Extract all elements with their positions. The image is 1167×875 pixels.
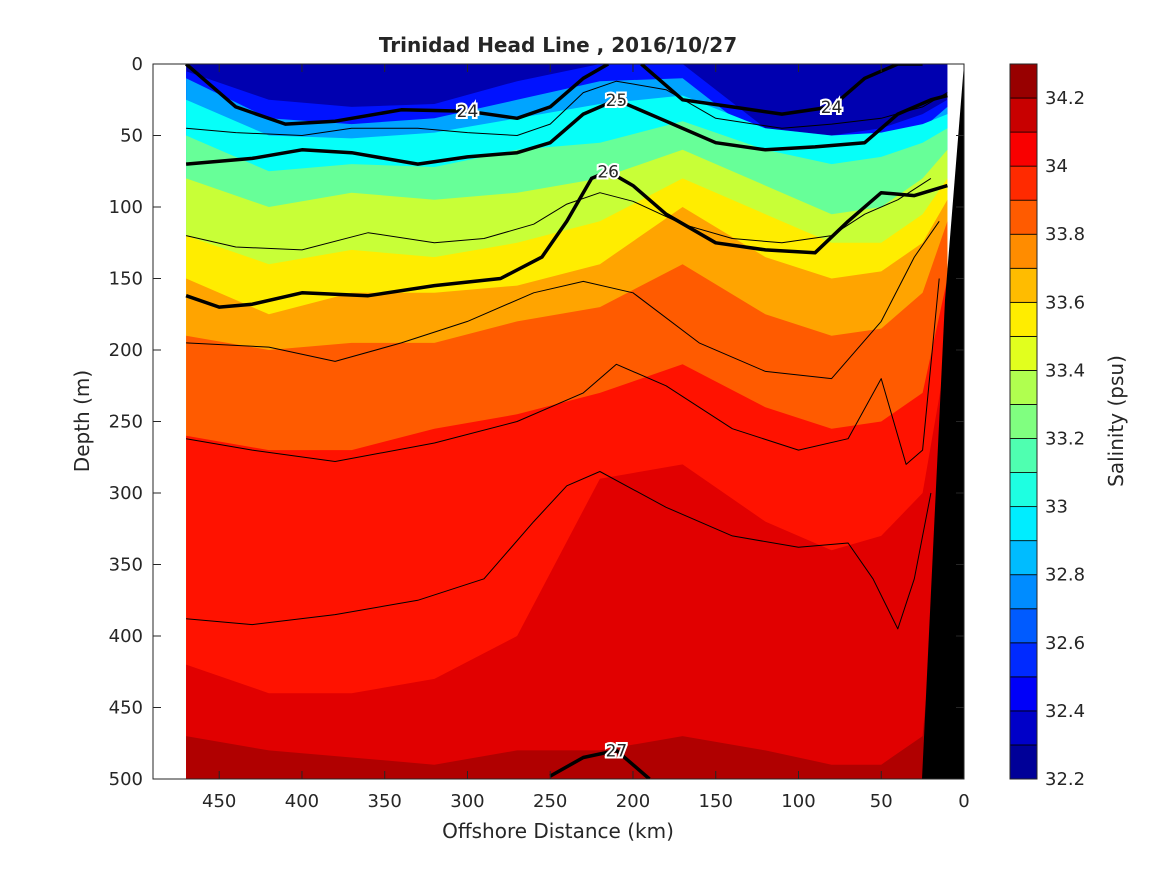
x-tick-label-8: 50 <box>870 791 893 812</box>
colorbar-tick-label-6: 33.4 <box>1045 360 1085 381</box>
seafloor-mask <box>922 64 964 779</box>
x-tick-label-7: 100 <box>781 791 815 812</box>
colorbar-segment-1 <box>1009 710 1038 746</box>
colorbar <box>1009 63 1038 780</box>
colorbar-segment-8 <box>1009 472 1038 508</box>
x-tick-label-6: 150 <box>699 791 733 812</box>
y-tick-label-7: 350 <box>109 555 143 576</box>
x-tick-label-4: 250 <box>533 791 567 812</box>
colorbar-tick-label-8: 33.8 <box>1045 224 1085 245</box>
x-tick-label-3: 300 <box>450 791 484 812</box>
colorbar-tick-label-5: 33.2 <box>1045 429 1085 450</box>
density-contour-4 <box>549 748 651 779</box>
density-contour-9 <box>186 80 948 136</box>
x-tick-label-5: 200 <box>616 791 650 812</box>
density-contour-8 <box>185 177 932 251</box>
colorbar-segment-18 <box>1009 131 1038 167</box>
colorbar-segment-16 <box>1009 199 1038 235</box>
contour-label-4: 27 <box>606 741 628 761</box>
colorbar-tick-label-1: 32.4 <box>1045 701 1085 722</box>
y-tick-label-0: 0 <box>132 54 143 75</box>
plot-area: 24 24 25 26 27 <box>153 64 964 779</box>
x-tick-label-1: 400 <box>285 791 319 812</box>
density-contour-5 <box>186 221 940 380</box>
y-tick-label-4: 200 <box>109 340 143 361</box>
colorbar-segment-14 <box>1009 267 1038 303</box>
y-tick-label-2: 100 <box>109 197 143 218</box>
colorbar-segment-19 <box>1009 97 1038 133</box>
colorbar-segment-2 <box>1009 676 1038 712</box>
y-tick-label-6: 300 <box>109 483 143 504</box>
colorbar-segment-0 <box>1009 744 1038 780</box>
density-contour-3 <box>185 169 948 309</box>
y-tick-label-10: 500 <box>109 769 143 790</box>
density-contour-1 <box>640 64 923 116</box>
contour-label-3: 26 <box>597 162 619 182</box>
colorbar-segment-9 <box>1009 438 1038 473</box>
salinity-layer-9 <box>186 350 948 779</box>
colorbar-segment-3 <box>1009 642 1038 678</box>
contour-label-1: 24 <box>821 98 843 118</box>
x-axis-label: Offshore Distance (km) <box>442 819 674 843</box>
y-axis-label: Depth (m) <box>70 370 94 472</box>
density-contours: 24 24 25 26 27 <box>184 64 948 779</box>
y-axis-ticks: 0 50 100 150 200 250 300 350 400 450 500 <box>109 54 964 790</box>
density-contour-2 <box>185 93 948 166</box>
colorbar-tick-label-3: 32.8 <box>1045 565 1085 586</box>
colorbar-segment-6 <box>1009 540 1038 576</box>
y-tick-label-5: 250 <box>109 412 143 433</box>
colorbar-label: Salinity (psu) <box>1104 355 1128 487</box>
colorbar-segment-12 <box>1009 335 1038 371</box>
y-tick-label-8: 400 <box>109 626 143 647</box>
colorbar-segment-4 <box>1009 608 1038 644</box>
salinity-fill-layers <box>186 64 948 779</box>
colorbar-tick-label-7: 33.6 <box>1045 292 1085 313</box>
density-contour-6 <box>186 278 940 465</box>
x-tick-label-9: 0 <box>958 791 969 812</box>
colorbar-ticks: 32.2 32.4 32.6 32.8 33 33.2 33.4 33.6 33.8 34 34.2 <box>1045 88 1085 790</box>
chart-title: Trinidad Head Line , 2016/10/27 <box>379 33 737 57</box>
y-tick-label-1: 50 <box>120 126 143 147</box>
colorbar-tick-label-0: 32.2 <box>1045 769 1085 790</box>
colorbar-tick-label-9: 34 <box>1045 156 1068 177</box>
colorbar-segment-10 <box>1009 404 1038 439</box>
density-contour-7 <box>186 471 932 630</box>
x-axis-ticks: 450 400 350 300 250 200 150 100 50 0 <box>202 64 970 812</box>
colorbar-tick-label-2: 32.6 <box>1045 633 1085 654</box>
colorbar-segment-5 <box>1009 574 1038 610</box>
contour-label-2: 25 <box>606 91 628 111</box>
colorbar-segment-11 <box>1009 370 1038 405</box>
x-tick-label-0: 450 <box>202 791 236 812</box>
colorbar-segment-20 <box>1009 63 1038 99</box>
colorbar-tick-label-4: 33 <box>1045 497 1068 518</box>
y-tick-label-9: 450 <box>109 698 143 719</box>
contour-label-0: 24 <box>457 102 479 122</box>
colorbar-segment-15 <box>1009 233 1038 269</box>
colorbar-segment-13 <box>1009 301 1038 337</box>
x-tick-label-2: 350 <box>368 791 402 812</box>
y-tick-label-3: 150 <box>109 269 143 290</box>
colorbar-tick-label-10: 34.2 <box>1045 88 1085 109</box>
density-contour-0 <box>184 64 610 126</box>
colorbar-segment-17 <box>1009 165 1038 201</box>
colorbar-segment-7 <box>1009 506 1038 542</box>
colorbar-frame <box>1009 63 1038 780</box>
